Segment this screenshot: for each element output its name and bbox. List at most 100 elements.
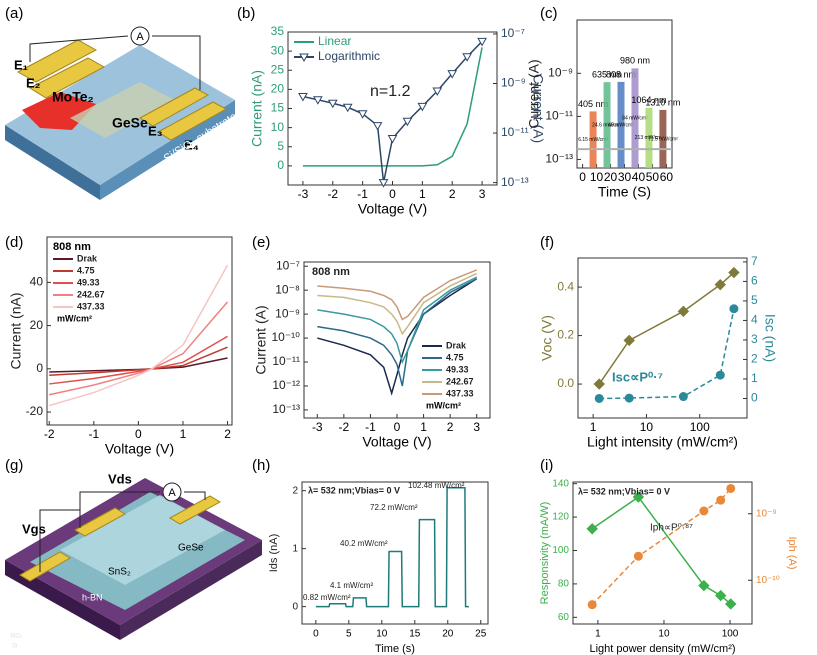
x-tick-label: 10 [376,629,388,640]
intensity-label: 213 mW/cm² [635,135,664,141]
annotation: Iph∝P⁰·⁸⁷ [650,523,693,534]
x-tick-label: 20 [442,629,454,640]
y-tick-label: 10⁻¹⁰ [272,330,301,344]
x-tick-label: -2 [339,420,350,434]
ammeter-label: A [136,31,144,43]
plot-frame [301,481,489,625]
gate-electrode [19,551,71,582]
electrode [168,495,222,525]
x-tick-label: 2 [449,187,456,201]
x-tick-label: -2 [44,427,55,441]
y-tick-label: 15 [271,101,285,115]
marker [357,110,368,119]
marker [714,278,726,291]
electrode [73,507,127,537]
plot-frame [577,257,748,419]
marker [342,103,353,113]
legend-label: 4.75 [446,352,464,362]
gese-flake [70,82,175,138]
x-tick-label: 20 [604,170,618,184]
y-axis-label: Ids (nA) [268,534,280,573]
series-line [317,269,477,321]
y2-tick-label: 1 [751,371,758,385]
marker [432,87,443,96]
y-tick-label: 140 [552,478,569,489]
y-tick-label: 80 [558,579,570,590]
series-line [49,335,228,385]
annotation: 4.1 mW/cm² [330,581,373,590]
y-tick-label: 0.4 [557,279,574,293]
y2-axis-label: Isc (nA) [762,314,778,362]
x-tick-label: 0 [313,629,319,640]
marker [633,551,643,561]
y2-tick-label: 2 [751,352,758,366]
schematic-a: (a) E₁ E₂ MoTe₂ GeSe E₃ E₄ A Si/SiO₂ sub… [5,5,239,200]
ammeter [162,482,182,502]
annotation: λ= 532 nm;Vbias= 0 V [578,486,670,496]
x-tick-label: 3 [473,420,480,434]
marker [593,378,605,390]
y-axis-label: Current (nA) [8,292,24,369]
x-axis-label: Voltage (V) [358,201,427,217]
x-tick-label: 5 [346,629,352,640]
x-tick-label: -2 [327,187,338,201]
x-tick-label: 1 [420,420,427,434]
marker [716,495,726,505]
electrode-label: E₂ [26,75,41,90]
y-tick-label: 0 [36,361,43,375]
x-tick-label: 1 [595,629,601,640]
x-axis-label: Time (s) [375,643,415,655]
y-axis-label: Current (nA) [249,70,265,147]
intensity-label: 71.5 mW/cm² [648,136,678,142]
panel-label: (i) [540,457,553,474]
legend-unit: mW/cm² [426,400,461,410]
x-tick-label: -1 [88,427,99,441]
slab-side [5,560,120,640]
marker [462,53,473,62]
y-axis-label: Current (A) [526,59,542,128]
x-tick-label: 0 [394,420,401,434]
x-tick-label: 50 [646,170,660,184]
panel-label: (e) [252,234,270,251]
y-tick-label: 0.2 [557,328,574,342]
annotation: 808 nm [312,266,350,278]
x-tick-label: 25 [475,629,487,640]
marker [402,117,413,127]
x-tick-label: 1 [419,187,426,201]
annotation: 0.82 mW/cm² [303,593,351,602]
y-tick-label: 10⁻¹¹ [272,354,300,368]
y-tick-label: 10⁻⁹ [275,306,300,320]
y2-tick-label: 7 [751,254,758,268]
series-line [49,264,229,407]
y2-tick-label: 5 [751,293,758,307]
legend-label: 49.33 [446,364,469,374]
pulse-label: 808 nm [606,69,636,79]
x-tick-label: 1 [180,427,187,441]
y-tick-label: -20 [26,404,44,418]
y-tick-label: 20 [30,318,44,332]
legend-label: 4.75 [77,265,95,275]
y2-tick-label: 10⁻¹³ [501,175,529,189]
x-tick-label: -3 [298,187,309,201]
wire [29,35,129,62]
material-label: MLG [52,610,72,620]
y2-tick-label: 10⁻⁹ [756,508,777,519]
y-tick-label: 60 [558,612,570,623]
wire [184,491,206,500]
y2-tick-label: 10⁻⁹ [501,76,526,90]
x-axis-label: Light power density (mW/cm²) [589,643,735,655]
x-tick-label: -1 [357,187,368,201]
y-axis-label: Current (A) [253,305,269,374]
y-tick-label: 0 [292,601,298,612]
panel-label: (d) [5,234,23,251]
y2-tick-label: 0 [751,391,758,405]
series-line [317,276,478,365]
x-tick-label: 1 [590,420,597,434]
series-line [317,278,478,387]
annotation: 102.48 mW/cm² [408,481,465,490]
marker [594,393,604,403]
x-tick-label: -3 [312,420,323,434]
marker [586,523,598,535]
series-line [49,301,229,396]
